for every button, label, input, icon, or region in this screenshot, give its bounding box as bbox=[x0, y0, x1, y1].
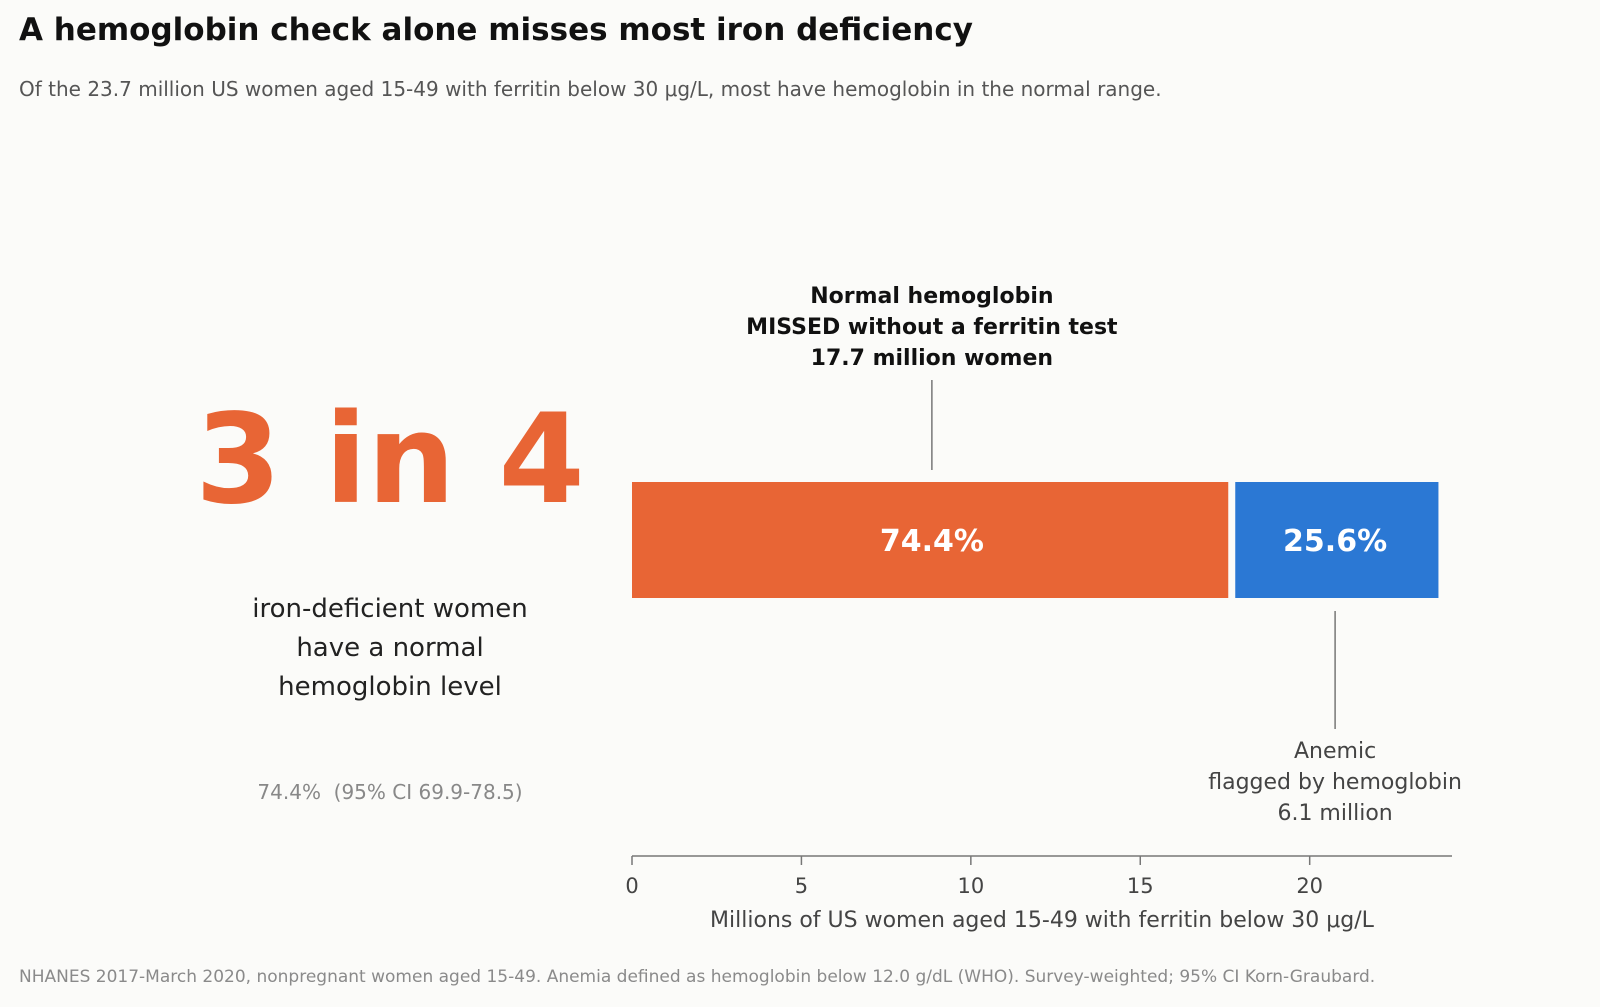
x-tick-label: 20 bbox=[1296, 874, 1323, 898]
annotation-label: 6.1 million bbox=[1277, 801, 1392, 826]
annotation-label: 17.7 million women bbox=[811, 346, 1053, 371]
x-tick-label: 15 bbox=[1127, 874, 1154, 898]
annotation-label: Normal hemoglobin bbox=[810, 284, 1053, 309]
annotation-label: flagged by hemoglobin bbox=[1208, 770, 1462, 795]
chart-title: A hemoglobin check alone misses most iro… bbox=[19, 12, 973, 48]
headline-stat-caption: iron-deficient women have a normal hemog… bbox=[90, 590, 690, 707]
annotation-label: Anemic bbox=[1294, 739, 1376, 764]
caption-line: iron-deficient women bbox=[252, 594, 528, 624]
headline-stat-ci: 74.4% (95% CI 69.9-78.5) bbox=[257, 780, 523, 804]
headline-stat: 3 in 4 bbox=[195, 388, 585, 532]
x-axis-label: Millions of US women aged 15-49 with fer… bbox=[710, 908, 1375, 933]
bar-label: 74.4% bbox=[880, 524, 984, 559]
bar-segment bbox=[632, 482, 1229, 598]
caption-line: hemoglobin level bbox=[278, 672, 502, 702]
x-tick-label: 5 bbox=[795, 874, 808, 898]
x-tick-label: 0 bbox=[625, 874, 638, 898]
chart-subtitle: Of the 23.7 million US women aged 15-49 … bbox=[19, 77, 1162, 101]
annotation-label: MISSED without a ferritin test bbox=[746, 315, 1118, 340]
footnote: NHANES 2017-March 2020, nonpregnant wome… bbox=[19, 967, 1376, 987]
x-tick-label: 10 bbox=[957, 874, 984, 898]
bar-segment bbox=[1235, 482, 1439, 598]
caption-line: have a normal bbox=[296, 633, 484, 663]
bar-label: 25.6% bbox=[1283, 524, 1387, 559]
